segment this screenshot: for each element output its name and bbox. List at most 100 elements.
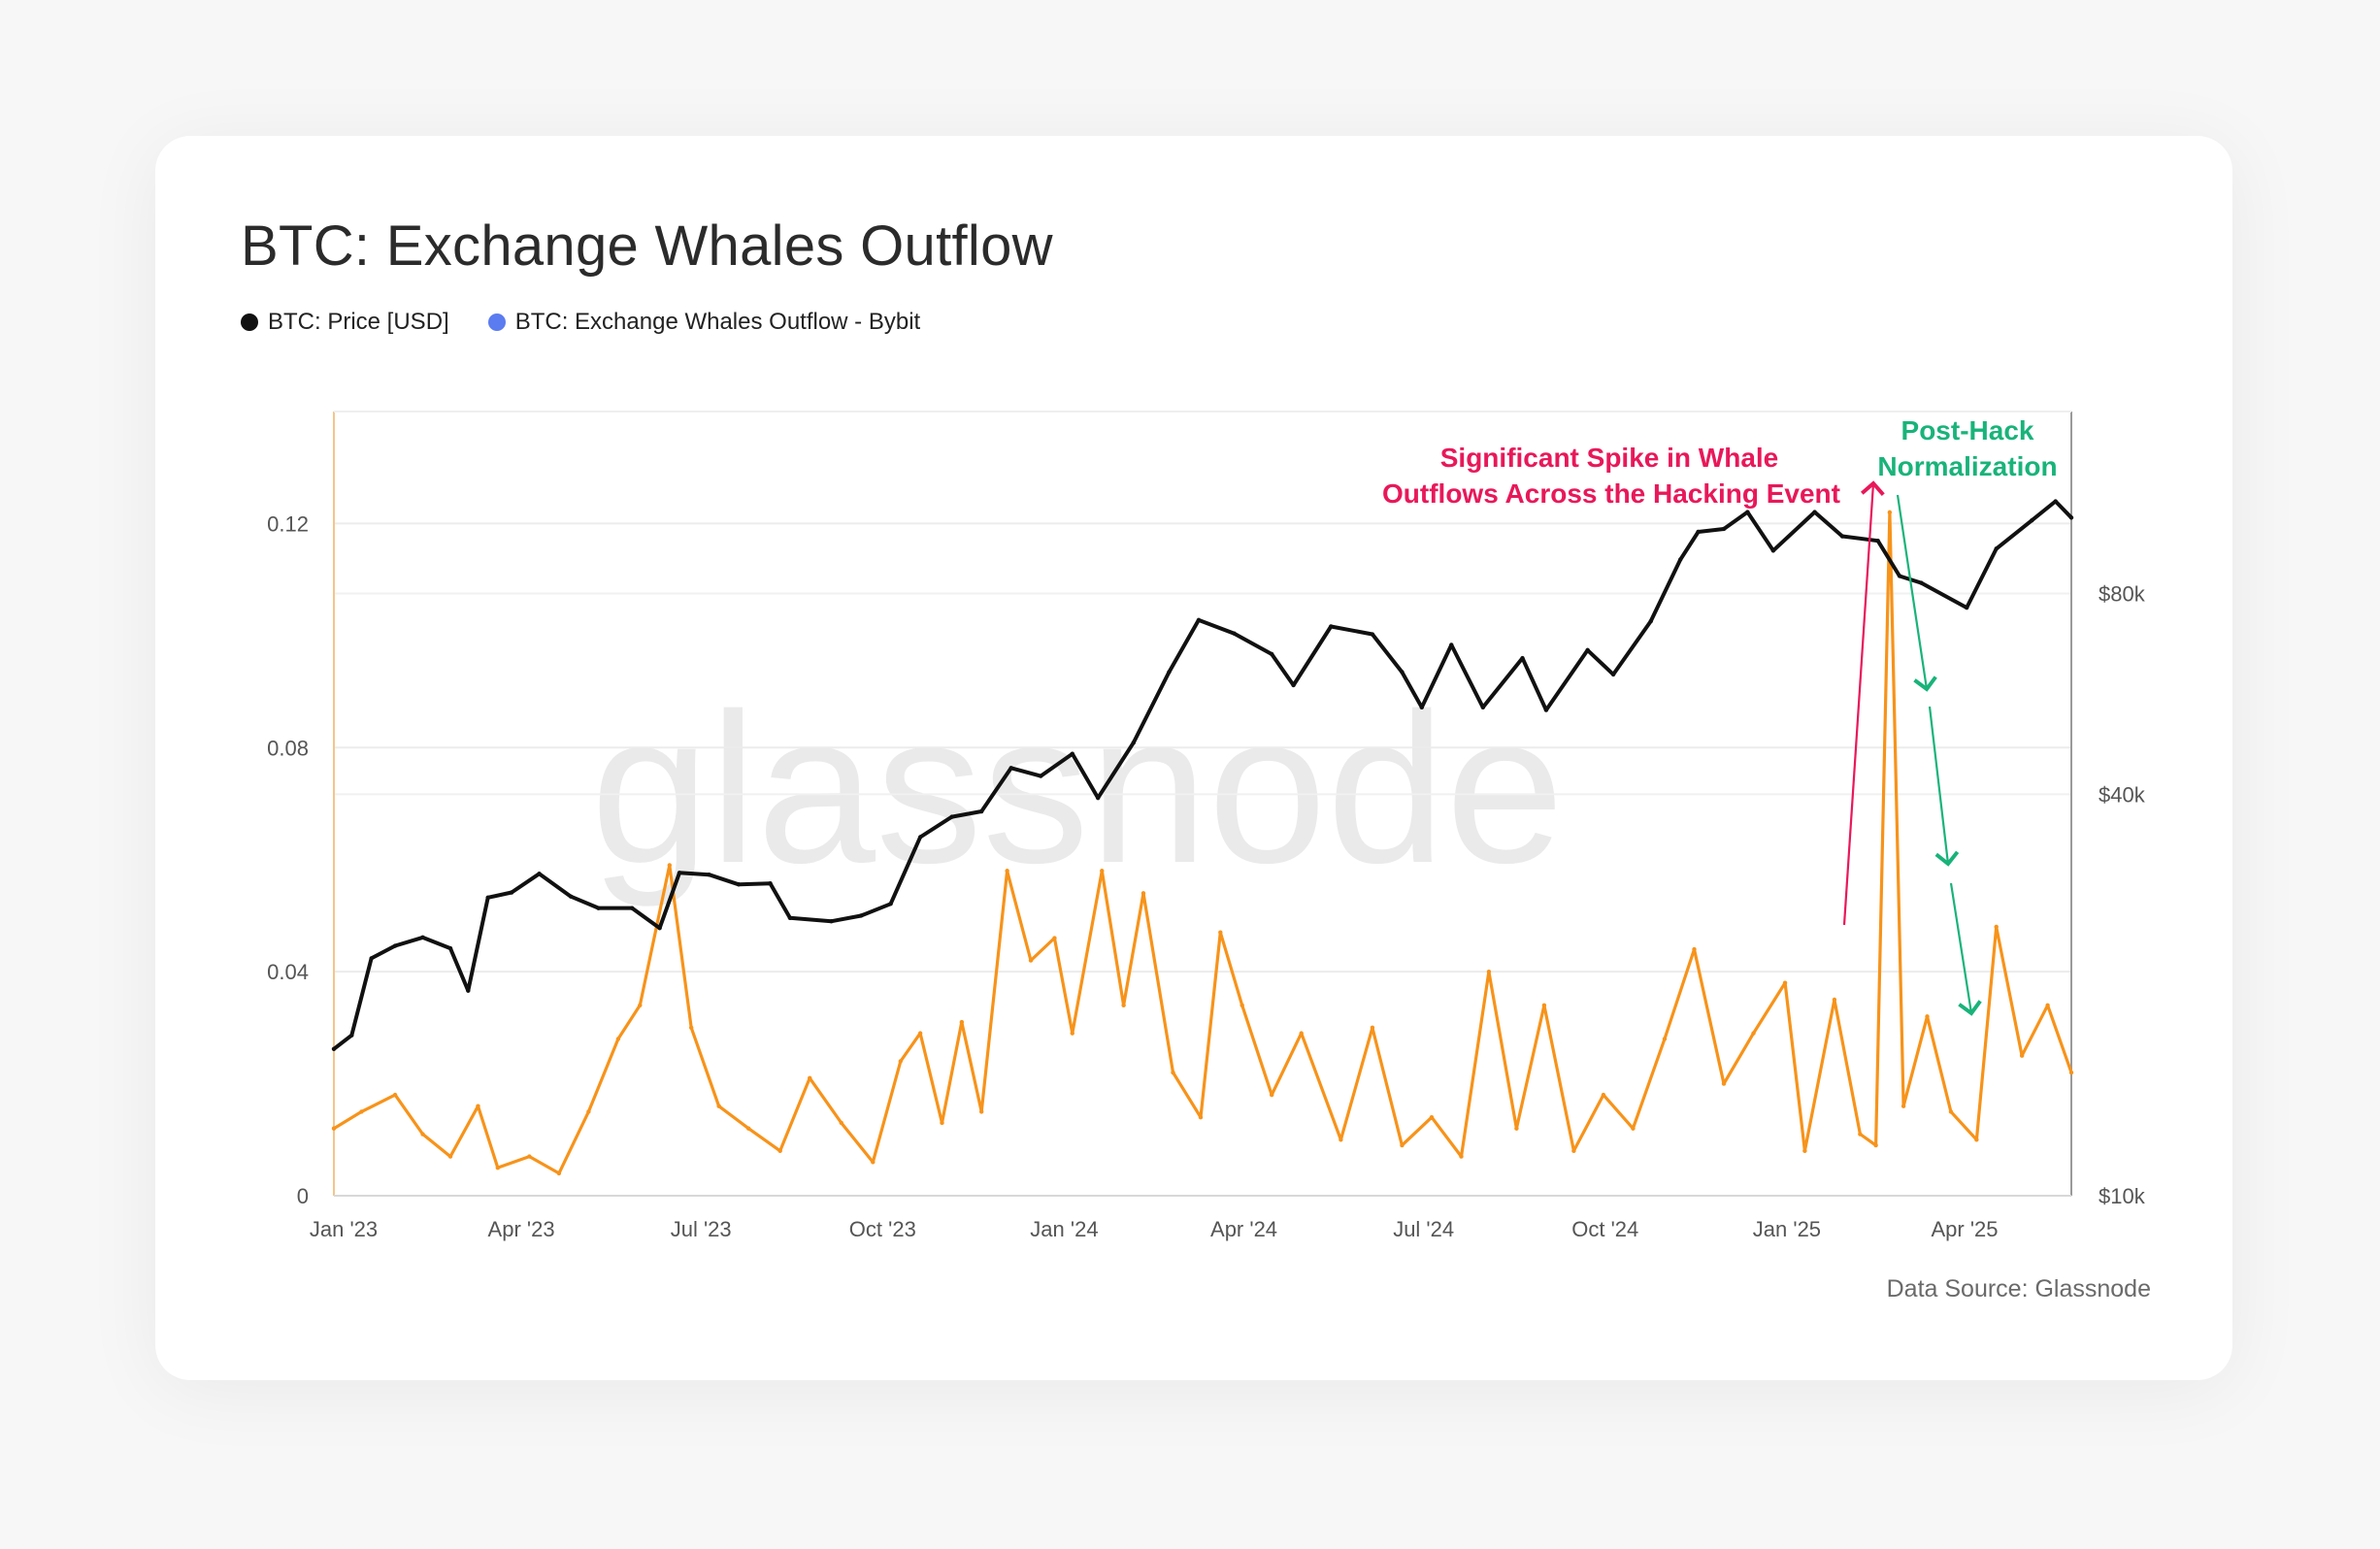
outflow-point [1832,997,1837,1003]
outflow-point [2045,1003,2050,1007]
outflow-point [667,863,672,868]
price-point [1812,510,1817,514]
price-point [1070,751,1074,756]
outflow-point [1721,1081,1727,1086]
price-point [1039,774,1043,778]
spike-annotation-line-2: Outflows Across the Hacking Event [1382,478,1840,509]
legend-swatch-price [241,313,258,331]
outflow-point [1198,1115,1204,1120]
outflow-point [1100,869,1105,873]
y-left-tick-label: 0.08 [267,736,309,760]
x-tick-label: Oct '24 [1571,1217,1638,1241]
price-point [1291,682,1296,688]
chart-legend: BTC: Price [USD] BTC: Exchange Whales Ou… [241,309,920,336]
x-tick-label: Oct '23 [849,1217,916,1241]
outflow-point [1514,1126,1519,1131]
outflow-point [978,1109,984,1114]
legend-label-price: BTC: Price [USD] [268,309,449,335]
outflow-point [359,1109,364,1114]
legend-item-outflow[interactable]: BTC: Exchange Whales Outflow - Bybit [487,309,920,336]
price-point [1167,670,1172,675]
outflow-point [1171,1070,1175,1075]
price-point [1400,670,1405,675]
outflow-point [745,1126,751,1131]
outflow-point [2019,1053,2025,1058]
price-point [888,902,893,906]
price-point [1480,705,1486,710]
outflow-point [1400,1142,1405,1148]
outflow-point [1140,891,1146,896]
outflow-point [1459,1154,1464,1159]
outflow-point [527,1154,532,1159]
outflow-point [638,1003,643,1007]
normalization-annotation-line-1: Post-Hack [1901,415,2034,445]
price-point [1839,534,1845,539]
outflow-point [1269,1092,1274,1098]
price-point [369,956,374,961]
outflow-point [1887,510,1893,515]
outflow-point [716,1104,721,1108]
price-point [1329,624,1334,629]
price-point [596,906,601,910]
price-point [1875,538,1880,544]
outflow-point [1339,1137,1343,1142]
price-point [978,808,984,814]
price-point [466,988,471,993]
outflow-point [392,1092,398,1098]
spike-annotation-line-1: Significant Spike in Whale [1440,443,1779,473]
price-point [1419,705,1424,710]
price-point [2068,515,2074,520]
price-point [1543,708,1549,712]
price-point [736,882,742,887]
y-right-tick-label: $80k [2099,582,2146,607]
price-point [1770,548,1776,553]
price-point [1696,529,1701,535]
normalization-annotation-line-2: Normalization [1877,451,2057,481]
outflow-point [1601,1092,1606,1098]
x-tick-label: Jan '24 [1030,1217,1098,1241]
outflow-point [1974,1137,1979,1142]
x-tick-label: Jan '23 [310,1217,378,1241]
price-point [568,894,574,899]
x-tick-label: Apr '25 [1931,1217,1998,1241]
outflow-point [1218,930,1223,935]
price-point [1370,632,1375,637]
outflow-point [1994,924,1999,930]
outflow-point [1751,1031,1756,1036]
price-point [1269,651,1274,657]
outflow-point [331,1126,337,1131]
outflow-point [447,1154,453,1159]
outflow-point [1429,1115,1435,1120]
price-point [537,872,542,876]
outflow-point [1925,1014,1930,1019]
outflow-point [586,1109,591,1114]
price-point [1745,510,1750,514]
chart-title: BTC: Exchange Whales Outflow [241,214,1053,278]
price-point [1585,647,1590,653]
outflow-point [1121,1003,1126,1007]
outflow-point [1486,969,1492,974]
price-point [420,935,425,940]
price-point [1196,617,1202,623]
outflow-point [2068,1070,2074,1075]
outflow-point [898,1059,903,1064]
outflow-point [1370,1025,1375,1031]
outflow-point [476,1104,480,1108]
price-point [677,871,682,875]
price-point [949,814,954,819]
outflow-point [1631,1126,1636,1131]
price-point [707,873,711,877]
outflow-point [1873,1142,1878,1148]
outflow-point [1571,1148,1576,1154]
price-point [829,919,834,924]
legend-item-price[interactable]: BTC: Price [USD] [241,309,449,336]
price-point [1648,618,1653,624]
outflow-point [1662,1037,1668,1041]
axes: 0 0.04 0.08 0.12 $10k $40k $80k Jan '23 Apr '23 J… [267,411,2146,1241]
price-point [768,881,773,886]
price-point [1897,574,1902,578]
price-point [1449,643,1454,647]
y-right-tick-label: $40k [2099,782,2146,807]
outflow-point [1858,1132,1863,1137]
outflow-point [1541,1003,1547,1007]
